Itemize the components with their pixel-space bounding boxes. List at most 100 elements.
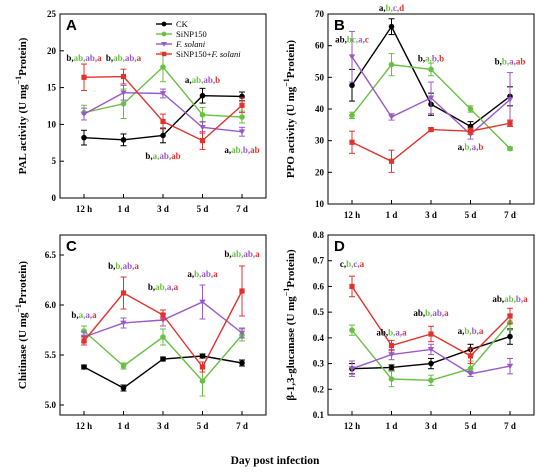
significance-comma: , [383,3,385,13]
significance-label: c,b,c,a [340,259,365,269]
legend-marker [161,31,167,37]
y-tick-label: 5.5 [45,350,57,360]
significance-comma: , [469,326,471,336]
y-axis-label-unit: Protein) [17,37,29,76]
legend-label: SiNP150+F. solani [176,49,241,59]
significance-comma: , [241,145,243,155]
significance-label: a,b,a,b [458,142,484,152]
series-ck [81,353,245,392]
data-point [199,353,206,359]
significance-letter: ab [155,282,165,292]
panel-d: 0.1 0.2 0.3 0.4 0.5 0.6 0.7 0.8 12 h 1 d 3 d 5 d 7 d… [282,230,535,431]
significance-letter: b [439,54,444,64]
legend-entry: F. solani [156,39,206,49]
y-axis-label-main: Chitinase (U mg [17,312,29,389]
y-axis-label-superscript: −1 [282,288,291,297]
data-point [120,73,127,80]
significance-letter: ab [413,308,423,318]
significance-comma: , [199,269,201,279]
y-tick-label: 60 [315,41,325,51]
significance-letter: a [153,151,158,161]
significance-comma: , [90,310,92,320]
y-tick-label: 0.3 [313,359,325,369]
data-point [507,145,513,152]
significance-letter: b [106,53,111,63]
y-tick-label: 5 [52,156,57,166]
y-axis-label-main: β-1,3-glucanase (U mg [285,296,297,401]
series-sinp150-f-solani [349,275,513,365]
significance-letter: b [215,75,220,85]
significance-letter: b [478,142,483,152]
significance-comma: , [213,75,215,85]
significance-comma: , [386,327,388,337]
significance-letter: b [418,54,423,64]
y-tick-label: 0.2 [313,384,325,394]
x-tick-label: 5 d [197,421,209,431]
significance-label: a,b,ab,a [187,269,218,279]
significance-comma: , [430,308,432,318]
significance-letter: b [464,326,469,336]
significance-letter: b [71,310,76,320]
significance-comma: , [120,261,122,271]
data-point [199,124,206,131]
significance-letter: b [224,249,229,259]
significance-letter: b [425,308,430,318]
x-tick-label: 12 h [344,210,360,220]
data-point [120,137,127,143]
significance-letter: c [365,35,369,45]
significance-label: b,a,b,b [418,54,444,64]
data-point [160,118,166,125]
significance-letter: a [425,54,430,64]
significance-comma: , [476,142,478,152]
significance-letter: a [174,282,179,292]
significance-comma: , [153,282,155,292]
significance-letter: ab [516,57,526,67]
y-tick-label: 0.7 [313,256,325,266]
panels: 0 5 10 15 20 25 12 h 1 d 3 d 5 d 7 d PAL activity (… [14,3,535,431]
y-axis-label-superscript: −1 [14,76,23,85]
legend-label: F. solani [175,39,206,49]
data-point [467,128,474,134]
significance-comma: , [169,151,171,161]
significance-label: a,ab,b,ab [224,145,259,155]
significance-label: b,ab,ab,a [106,53,142,63]
data-point [427,347,435,353]
data-point [349,82,355,89]
significance-comma: , [150,151,152,161]
data-point [160,64,166,70]
significance-letter: b [66,53,71,63]
y-tick-label: 20 [315,167,325,177]
significance-letter: b [145,151,150,161]
y-axis-label: PAL activity (U mg−1Protein) [14,37,29,174]
significance-letter: ab [85,53,95,63]
significance-letter: ab [74,53,84,63]
significance-letter: b [495,57,500,67]
significance-letter: a [255,249,260,259]
significance-comma: , [123,53,125,63]
data-point [388,376,395,382]
significance-letter: b [194,269,199,279]
significance-letter: c [340,259,344,269]
y-axis-label: β-1,3-glucanase (U mg−1Protein) [282,249,297,401]
significance-comma: , [211,269,213,279]
data-point [388,158,395,164]
y-axis-label-unit: Protein) [285,249,297,288]
x-tick-label: 7 d [504,210,516,220]
significance-letter: ab [201,269,211,279]
significance-comma: , [521,294,523,304]
data-point [239,360,245,366]
y-tick-label: 10 [47,119,57,129]
data-point [120,100,127,107]
significance-comma: , [229,249,231,259]
data-point [388,61,395,68]
data-point [160,334,166,340]
y-tick-label: 20 [47,46,57,56]
significance-label: b,b,ab,a [108,261,139,271]
legend-entry: CK [156,19,189,29]
significance-comma: , [430,54,432,64]
panel-label: D [334,238,345,255]
y-axis-label: Chitinase (U mg−1Prrotein) [14,261,29,389]
data-point [199,299,206,305]
significance-letter: a [185,75,190,85]
significance-letter: a [509,57,514,67]
